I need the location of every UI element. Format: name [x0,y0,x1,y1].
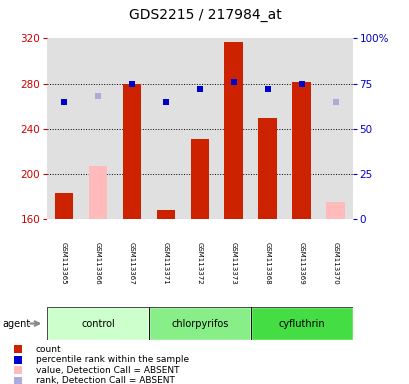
Bar [122,84,141,219]
Text: GSM113373: GSM113373 [230,242,236,285]
Text: GSM113366: GSM113366 [95,242,101,285]
Text: GSM113370: GSM113370 [332,242,338,285]
Text: GSM113368: GSM113368 [264,242,270,285]
Bar [148,307,250,340]
Bar [250,307,352,340]
Text: GSM113369: GSM113369 [298,242,304,285]
Bar [88,166,107,219]
Text: count: count [36,345,61,354]
Text: percentile rank within the sample: percentile rank within the sample [36,355,189,364]
Bar [55,193,73,219]
Text: rank, Detection Call = ABSENT: rank, Detection Call = ABSENT [36,376,174,384]
Text: chlorpyrifos: chlorpyrifos [171,318,228,329]
Text: agent: agent [2,318,30,329]
Text: GSM113367: GSM113367 [129,242,135,285]
Bar [190,139,209,219]
Bar [47,307,148,340]
Text: GSM113365: GSM113365 [61,242,67,285]
Text: GSM113372: GSM113372 [196,242,202,285]
Bar [156,210,175,219]
Bar [292,83,310,219]
Bar [258,119,276,219]
Text: value, Detection Call = ABSENT: value, Detection Call = ABSENT [36,366,179,375]
Text: control: control [81,318,115,329]
Text: cyfluthrin: cyfluthrin [278,318,324,329]
Bar [326,202,344,219]
Text: GDS2215 / 217984_at: GDS2215 / 217984_at [128,8,281,22]
Text: GSM113371: GSM113371 [162,242,169,285]
Bar [224,42,243,219]
